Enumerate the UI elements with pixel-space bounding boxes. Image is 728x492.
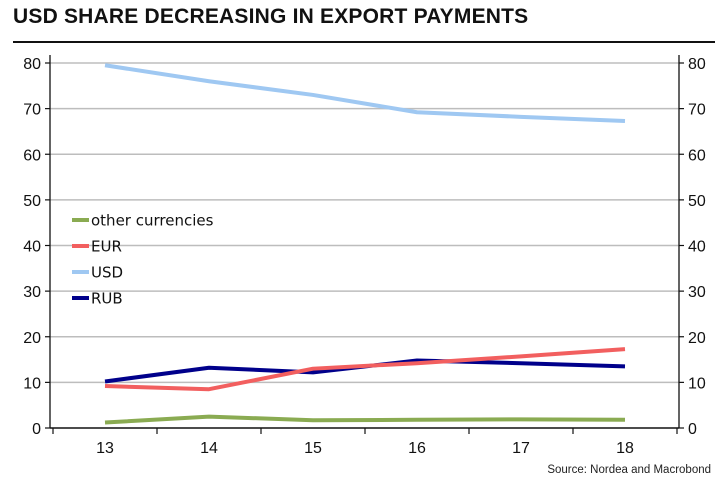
x-axis-ticks: 13 14 15 16 17 18	[52, 428, 678, 457]
y-tick-label-left: 0	[32, 421, 41, 438]
y-tick-label-left: 20	[23, 330, 41, 347]
series-line-usd	[104, 63, 626, 123]
source-note: Source: Nordea and Macrobond	[547, 464, 711, 476]
y-tick-label-right: 60	[688, 147, 706, 164]
axes	[49, 55, 680, 429]
x-tick-label: 18	[616, 440, 634, 457]
legend-label: EUR	[91, 238, 122, 256]
y-tick-label-left: 10	[23, 375, 41, 392]
series-line-rub	[104, 358, 626, 384]
y-tick-label-right: 20	[688, 330, 706, 347]
series-line-other-currencies	[104, 414, 626, 425]
series-line-eur	[104, 347, 626, 392]
y-tick-label-right: 80	[688, 56, 706, 73]
x-tick-label: 17	[512, 440, 530, 457]
gridlines	[50, 62, 679, 384]
legend-label: other currencies	[91, 212, 214, 230]
title-underline	[13, 41, 715, 43]
y-tick-label-left: 70	[23, 102, 41, 119]
x-tick-label: 14	[200, 440, 218, 457]
x-tick-label: 16	[408, 440, 426, 457]
y-tick-label-left: 80	[23, 56, 41, 73]
legend-label: RUB	[91, 290, 123, 308]
y-tick-label-right: 0	[688, 421, 697, 438]
y-axis-right-ticks: 0 10 20 30 40 50 60 70 80	[679, 56, 706, 438]
series-lines	[104, 63, 626, 425]
y-tick-label-left: 50	[23, 193, 41, 210]
chart-title: USD SHARE DECREASING IN EXPORT PAYMENTS	[13, 5, 529, 28]
legend-label: USD	[91, 264, 123, 282]
y-tick-label-left: 30	[23, 284, 41, 301]
x-tick-label: 15	[304, 440, 322, 457]
x-tick-label: 13	[96, 440, 114, 457]
y-tick-label-right: 30	[688, 284, 706, 301]
y-tick-label-right: 10	[688, 375, 706, 392]
y-tick-label-right: 50	[688, 193, 706, 210]
y-tick-label-right: 70	[688, 102, 706, 119]
legend: other currencies EUR USD RUB	[72, 212, 214, 308]
y-tick-label-left: 40	[23, 239, 41, 256]
y-tick-label-right: 40	[688, 239, 706, 256]
y-tick-label-left: 60	[23, 147, 41, 164]
y-axis-left-ticks: 0 10 20 30 40 50 60 70 80	[23, 56, 50, 438]
